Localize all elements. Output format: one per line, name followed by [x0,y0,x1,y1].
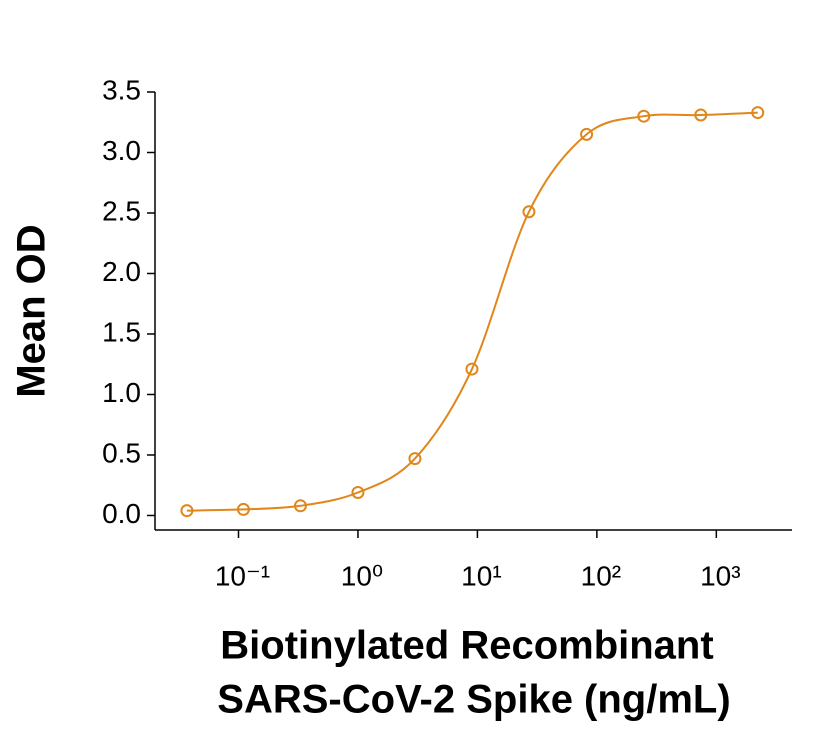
fit-curve [186,111,758,512]
y-tick-label: 3.0 [102,135,141,166]
y-tick-label: 3.5 [102,74,141,105]
data-point [522,205,536,219]
y-tick-label: 2.0 [102,256,141,287]
data-point [751,106,765,120]
x-tick-label: 10² [581,560,621,591]
x-axis-label: SARS-CoV-2 Spike (ng/mL) [217,678,730,722]
x-tick-label: 10¹ [461,560,501,591]
data-point [408,452,422,466]
data-point [293,499,307,513]
data-point [694,108,708,122]
y-tick-label: 0.5 [102,437,141,468]
data-point [637,109,651,123]
data-point [180,504,194,518]
y-tick-label: 0.0 [102,498,141,529]
data-point [351,485,365,499]
data-point [236,502,250,516]
x-axis-label: Biotinylated Recombinant [220,624,713,668]
y-tick-label: 2.5 [102,195,141,226]
y-tick-label: 1.5 [102,316,141,347]
data-point [580,127,594,141]
y-tick-label: 1.0 [102,377,141,408]
x-tick-label: 10⁻¹ [215,560,270,591]
data-point [465,362,479,376]
x-tick-label: 10³ [700,560,740,591]
y-axis-label: Mean OD [10,224,54,397]
x-tick-label: 10⁰ [341,560,383,591]
